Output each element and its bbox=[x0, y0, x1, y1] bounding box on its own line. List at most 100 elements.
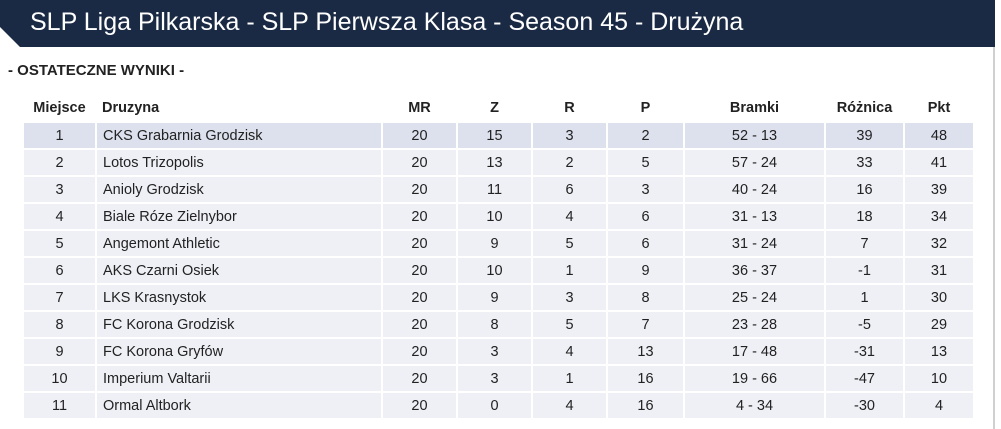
table-cell: 1 bbox=[531, 364, 608, 393]
table-cell: 52 - 13 bbox=[683, 121, 826, 150]
table-cell: 16 bbox=[606, 364, 685, 393]
table-cell: 4 bbox=[22, 202, 97, 231]
table-cell: 2 bbox=[606, 121, 685, 150]
table-cell: 4 bbox=[531, 391, 608, 420]
table-cell: 1 bbox=[22, 121, 97, 150]
table-cell: 3 bbox=[531, 121, 608, 150]
table-cell: 31 - 13 bbox=[683, 202, 826, 231]
table-cell: 8 bbox=[606, 283, 685, 312]
table-cell: 20 bbox=[381, 337, 458, 366]
table-cell: 20 bbox=[381, 391, 458, 420]
table-cell: 4 - 34 bbox=[683, 391, 826, 420]
table-cell: 8 bbox=[22, 310, 97, 339]
table-cell: 31 - 24 bbox=[683, 229, 826, 258]
table-cell: 20 bbox=[381, 121, 458, 150]
table-cell: 2 bbox=[531, 148, 608, 177]
table-cell: 57 - 24 bbox=[683, 148, 826, 177]
table-cell: FC Korona Grodzisk bbox=[95, 310, 383, 339]
table-cell: 7 bbox=[22, 283, 97, 312]
table-cell: 6 bbox=[22, 256, 97, 285]
table-cell: 48 bbox=[903, 121, 975, 150]
table-cell: 31 bbox=[903, 256, 975, 285]
column-header: Druzyna bbox=[102, 100, 160, 116]
table-cell: 5 bbox=[531, 310, 608, 339]
table-cell: CKS Grabarnia Grodzisk bbox=[95, 121, 383, 150]
table-cell: 5 bbox=[606, 148, 685, 177]
table-cell: 11 bbox=[22, 391, 97, 420]
column-header: Bramki bbox=[729, 100, 780, 116]
table-cell: 23 - 28 bbox=[683, 310, 826, 339]
table-row: 5 Angemont Athletic 20 9 5 6 31 - 24 7 32 bbox=[22, 229, 975, 258]
table-cell: 6 bbox=[606, 229, 685, 258]
table-cell: 10 bbox=[456, 202, 533, 231]
table-cell: 9 bbox=[456, 229, 533, 258]
table-cell: 1 bbox=[531, 256, 608, 285]
table-cell: 3 bbox=[531, 283, 608, 312]
section-title: - OSTATECZNE WYNIKI - bbox=[8, 62, 185, 79]
table-cell: -47 bbox=[824, 364, 905, 393]
table-cell: 3 bbox=[456, 337, 533, 366]
table-cell: 13 bbox=[903, 337, 975, 366]
table-cell: 13 bbox=[606, 337, 685, 366]
table-cell: FC Korona Gryfów bbox=[95, 337, 383, 366]
table-cell: Lotos Trizopolis bbox=[95, 148, 383, 177]
table-cell: Biale Róze Zielnybor bbox=[95, 202, 383, 231]
table-cell: 20 bbox=[381, 148, 458, 177]
table-cell: -30 bbox=[824, 391, 905, 420]
table-cell: 39 bbox=[903, 175, 975, 204]
table-cell: 8 bbox=[456, 310, 533, 339]
table-cell: 25 - 24 bbox=[683, 283, 826, 312]
table-row: 3 Anioly Grodzisk 20 11 6 3 40 - 24 16 39 bbox=[22, 175, 975, 204]
table-cell: 40 - 24 bbox=[683, 175, 826, 204]
table-cell: 11 bbox=[456, 175, 533, 204]
table-cell: 3 bbox=[456, 364, 533, 393]
column-header: Z bbox=[490, 100, 499, 116]
table-cell: 2 bbox=[22, 148, 97, 177]
table-row: 10 Imperium Valtarii 20 3 1 16 19 - 66 -47 10 bbox=[22, 364, 975, 393]
table-cell: 0 bbox=[456, 391, 533, 420]
table-cell: 6 bbox=[606, 202, 685, 231]
table-cell: 16 bbox=[824, 175, 905, 204]
table-cell: 5 bbox=[22, 229, 97, 258]
table-cell: 16 bbox=[606, 391, 685, 420]
table-cell: -1 bbox=[824, 256, 905, 285]
table-cell: 32 bbox=[903, 229, 975, 258]
header-corner bbox=[0, 27, 20, 47]
table-cell: 17 - 48 bbox=[683, 337, 826, 366]
table-cell: 20 bbox=[381, 175, 458, 204]
table-cell: 20 bbox=[381, 364, 458, 393]
table-cell: 20 bbox=[381, 310, 458, 339]
table-cell: 39 bbox=[824, 121, 905, 150]
table-cell: 4 bbox=[531, 337, 608, 366]
table-cell: 9 bbox=[22, 337, 97, 366]
table-cell: 41 bbox=[903, 148, 975, 177]
table-row: 1 CKS Grabarnia Grodzisk 20 15 3 2 52 - 13 39 48 bbox=[22, 121, 975, 150]
table-cell: 20 bbox=[381, 202, 458, 231]
column-header: R bbox=[564, 100, 575, 116]
table-cell: LKS Krasnystok bbox=[95, 283, 383, 312]
table-cell: 3 bbox=[22, 175, 97, 204]
column-header: Miejsce bbox=[33, 100, 86, 116]
table-cell: 9 bbox=[606, 256, 685, 285]
table-cell: -5 bbox=[824, 310, 905, 339]
table-cell: 13 bbox=[456, 148, 533, 177]
table-row: 4 Biale Róze Zielnybor 20 10 4 6 31 - 13 18 34 bbox=[22, 202, 975, 231]
table-cell: 36 - 37 bbox=[683, 256, 826, 285]
table-cell: 34 bbox=[903, 202, 975, 231]
header-row: Miejsce Druzyna MR Z R P Bramki Różnica Pkt bbox=[23, 95, 974, 122]
table-cell: 7 bbox=[606, 310, 685, 339]
table-cell: 30 bbox=[903, 283, 975, 312]
table-cell: 4 bbox=[903, 391, 975, 420]
table-row: 11 Ormal Altbork 20 0 4 16 4 - 34 -30 4 bbox=[22, 391, 975, 420]
table-cell: 4 bbox=[531, 202, 608, 231]
table-cell: 9 bbox=[456, 283, 533, 312]
table-cell: -31 bbox=[824, 337, 905, 366]
header-title: SLP Liga Pilkarska - SLP Pierwsza Klasa … bbox=[0, 0, 995, 47]
table-cell: 6 bbox=[531, 175, 608, 204]
table-row: 2 Lotos Trizopolis 20 13 2 5 57 - 24 33 41 bbox=[22, 148, 975, 177]
column-header: Pkt bbox=[927, 100, 951, 116]
table-cell: 5 bbox=[531, 229, 608, 258]
table-cell: 18 bbox=[824, 202, 905, 231]
table-cell: Angemont Athletic bbox=[95, 229, 383, 258]
